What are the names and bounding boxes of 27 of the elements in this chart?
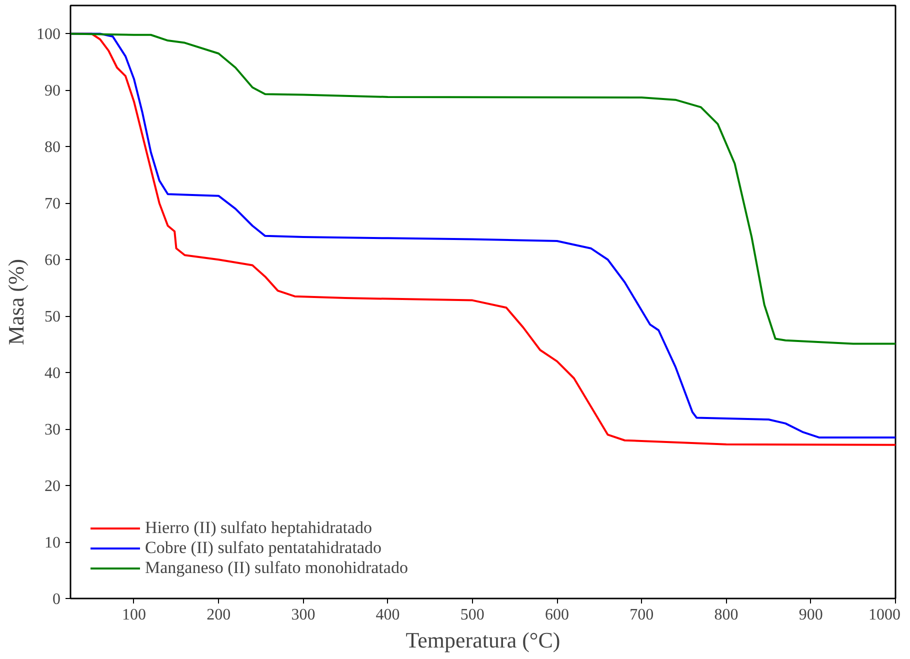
x-axis-title: Temperatura (°C) — [406, 628, 560, 652]
legend-label: Cobre (II) sulfato pentatahidratado — [145, 538, 382, 558]
x-tick-label: 900 — [798, 606, 823, 624]
y-tick-label: 30 — [44, 422, 60, 439]
y-tick-label: 60 — [44, 252, 60, 270]
x-tick-label: 800 — [714, 606, 738, 624]
x-tick-label: 200 — [206, 606, 231, 624]
x-tick-label: 500 — [460, 606, 484, 624]
y-tick-label: 70 — [44, 196, 60, 213]
x-tick-label: 300 — [291, 606, 316, 624]
x-tick-label: 100 — [122, 606, 146, 624]
y-tick-label: 80 — [44, 139, 60, 156]
x-tick-label: 1000 — [868, 606, 900, 624]
y-tick-label: 40 — [44, 365, 60, 382]
y-tick-label: 0 — [52, 591, 60, 608]
y-tick-label: 50 — [44, 308, 60, 326]
y-tick-label: 10 — [44, 534, 60, 552]
x-tick-label: 600 — [545, 606, 570, 624]
legend-label: Manganeso (II) sulfato monohidratado — [145, 558, 408, 578]
legend-label: Hierro (II) sulfato heptahidratado — [145, 518, 372, 538]
line-series — [70, 32, 896, 345]
y-axis-title: Masa (%) — [4, 258, 28, 346]
x-tick-label: 400 — [376, 606, 400, 624]
y-tick-label: 90 — [44, 82, 60, 100]
x-tick-label: 700 — [630, 606, 654, 624]
y-tick-label: 20 — [44, 478, 60, 496]
y-tick-label: 100 — [36, 26, 60, 44]
